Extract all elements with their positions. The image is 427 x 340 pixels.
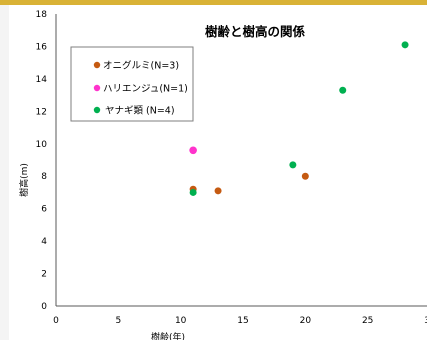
x-tick-label: 5 — [115, 316, 121, 326]
legend: オニグルミ(N=3) ハリエンジュ(N=1) ヤナギ類 (N=4) — [70, 46, 194, 122]
x-axis-label: 樹齢(年) — [151, 331, 185, 340]
data-points — [189, 41, 409, 196]
legend-marker-locust — [93, 84, 101, 92]
y-tick-label: 2 — [41, 270, 47, 280]
y-tick-label: 0 — [41, 302, 47, 312]
y-tick-label: 8 — [41, 172, 47, 182]
y-tick-label: 10 — [36, 140, 48, 150]
legend-box — [70, 46, 194, 122]
y-axis: 0 2 4 6 8 10 12 14 16 18 — [36, 10, 57, 312]
y-tick-label: 4 — [41, 237, 47, 247]
x-tick-label: 30 — [424, 316, 427, 326]
data-point — [339, 86, 347, 94]
legend-marker-willow — [93, 106, 101, 114]
window-top-strip — [0, 0, 427, 5]
y-tick-label: 16 — [36, 42, 48, 52]
y-tick-label: 6 — [41, 205, 47, 215]
data-point — [289, 161, 297, 169]
legend-label-willow: ヤナギ類 (N=4) — [105, 106, 175, 117]
x-tick-label: 0 — [53, 316, 59, 326]
x-tick-label: 25 — [362, 316, 373, 326]
x-tick-label: 20 — [300, 316, 312, 326]
legend-label-locust: ハリエンジュ(N=1) — [103, 84, 188, 95]
y-tick-label: 18 — [36, 10, 48, 20]
x-axis: 0 5 10 15 20 25 30 — [53, 305, 427, 326]
y-tick-label: 14 — [36, 75, 48, 85]
x-tick-label: 10 — [175, 316, 187, 326]
data-point — [401, 41, 409, 49]
y-tick-label: 12 — [36, 107, 47, 117]
data-point — [214, 187, 222, 195]
legend-label-walnut: オニグルミ(N=3) — [103, 60, 179, 72]
chart-title: 樹齢と樹高の関係 — [205, 24, 306, 39]
data-point — [301, 172, 309, 180]
y-axis-label: 樹高(m) — [18, 163, 30, 197]
x-tick-label: 15 — [237, 316, 248, 326]
data-point — [189, 146, 197, 155]
legend-marker-walnut — [93, 61, 101, 69]
data-point — [189, 188, 197, 196]
